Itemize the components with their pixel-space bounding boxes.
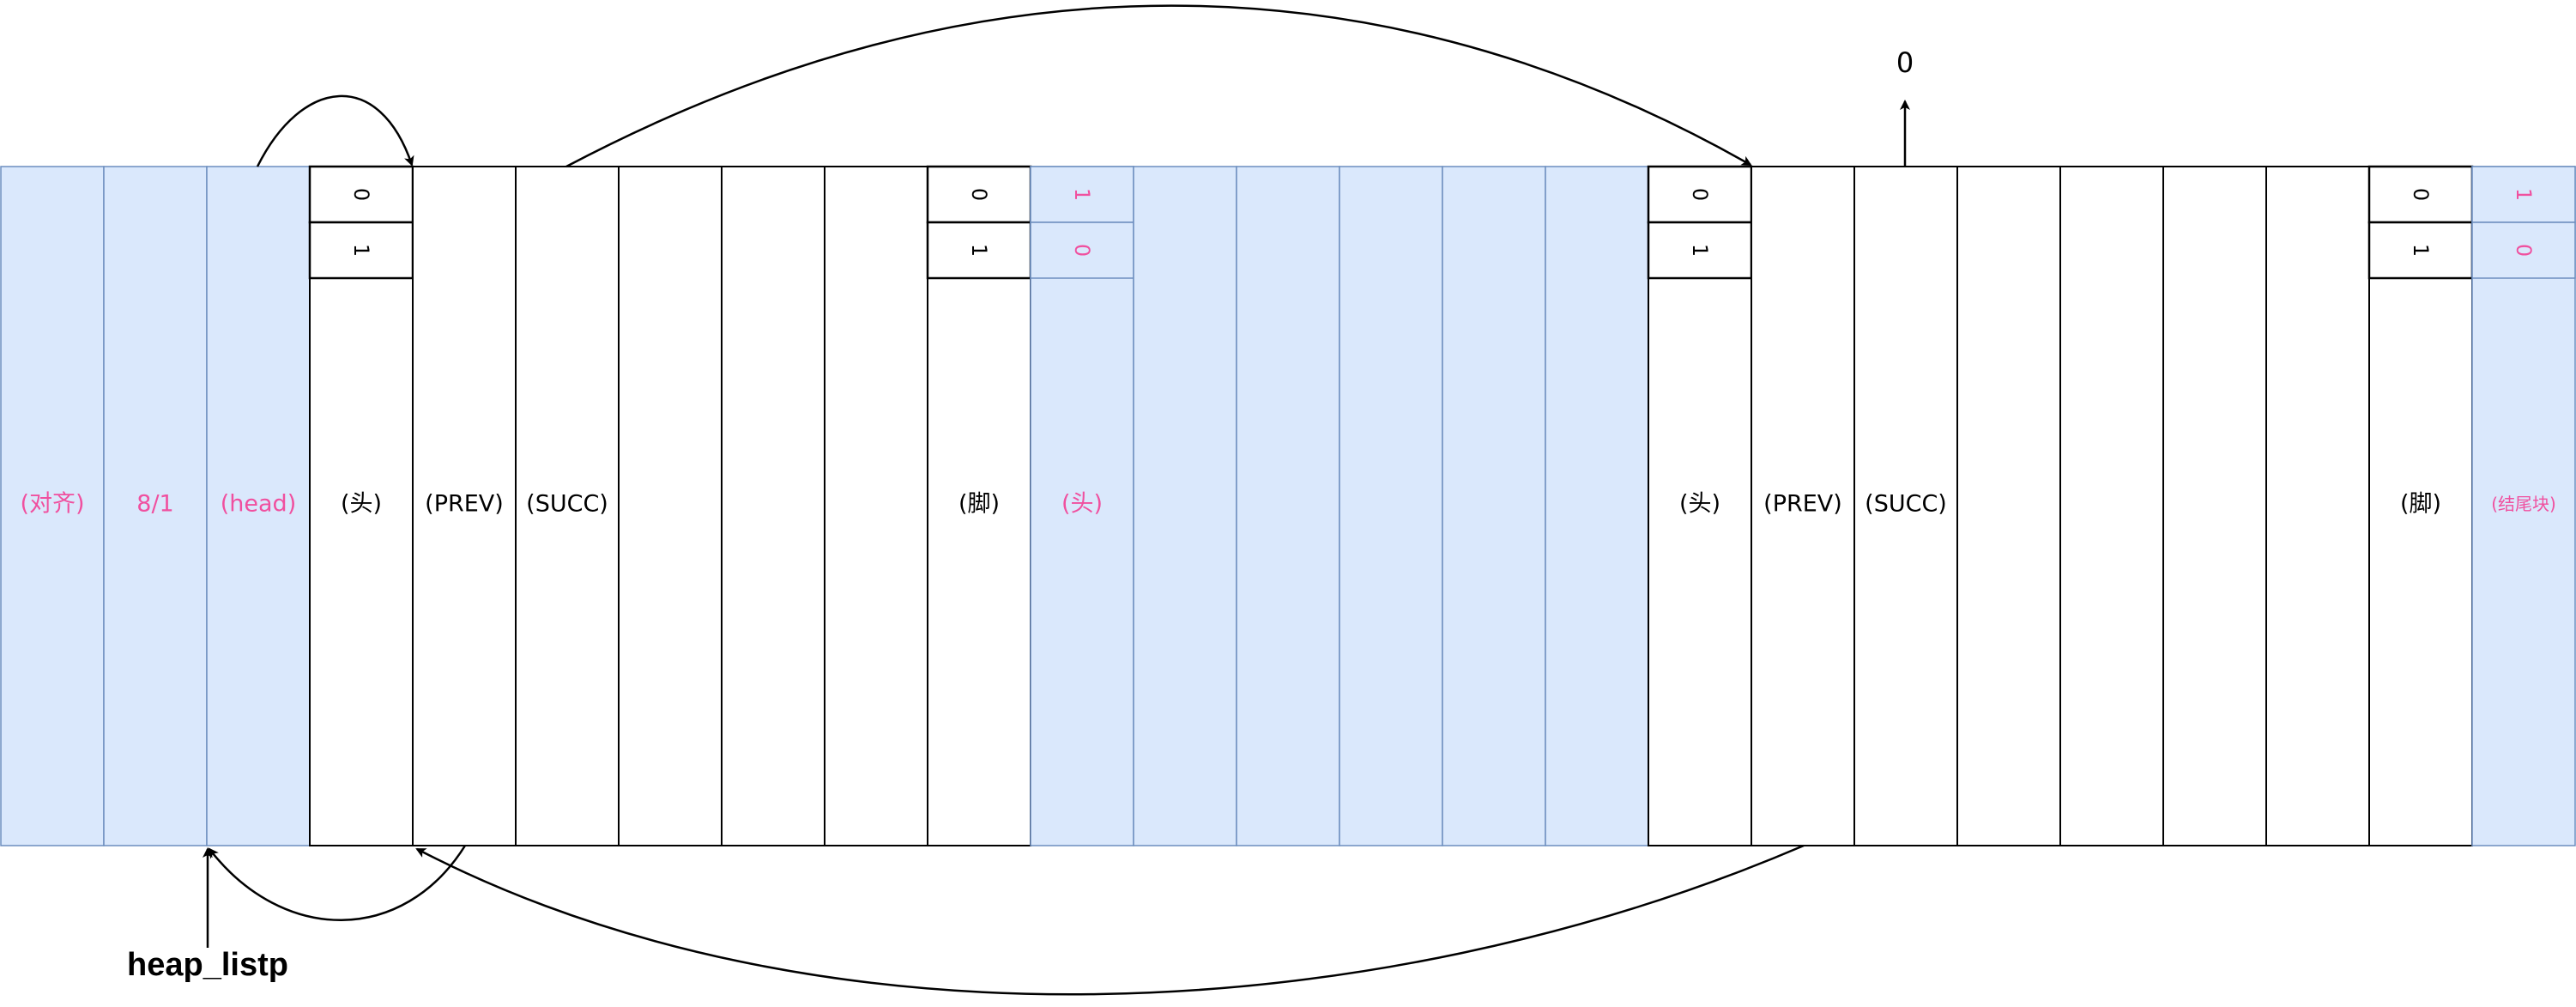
padding-cell [1133, 166, 1237, 846]
cell-label: (脚) [958, 491, 1000, 518]
cell-label: (SUCC) [526, 491, 608, 518]
null-label: 0 [1896, 46, 1914, 79]
padding-cell [1545, 166, 1649, 846]
head-to-first-block-arrow [256, 94, 414, 167]
cell-label: (头) [1679, 491, 1720, 518]
flag-bit: 0 [349, 188, 373, 201]
prev-to-head-arrow [208, 845, 467, 921]
cell-label: (头) [341, 491, 382, 518]
flag-bit: 0 [1688, 188, 1712, 201]
padding-cell [1442, 166, 1546, 846]
padding-cell: 1 0 (结尾块) [2471, 166, 2576, 846]
padding-cell [1339, 166, 1443, 846]
succ-to-second-block-arrow [565, 4, 1752, 168]
flag-bit: 1 [1070, 188, 1094, 201]
heap-listp-label: heap_listp [127, 947, 288, 983]
block-cell: (SUCC) [1853, 166, 1958, 846]
cell-label: (脚) [2400, 491, 2441, 518]
second-prev-to-first-block-arrow [415, 844, 1805, 996]
block-cell [721, 166, 825, 846]
block-cell: (PREV) [412, 166, 517, 846]
cell-label: (对齐) [20, 491, 84, 518]
padding-cell: (对齐) [0, 166, 105, 846]
block-cell: (PREV) [1751, 166, 1855, 846]
flag-bit: 1 [1688, 244, 1712, 257]
cell-label: (结尾块) [2491, 494, 2556, 514]
cell-label: 8/1 [136, 491, 173, 518]
padding-cell: 1 0 (头) [1030, 166, 1134, 846]
block-cell [618, 166, 723, 846]
flag-bit: 0 [967, 188, 991, 201]
block-cell: (SUCC) [515, 166, 620, 846]
block-cell [1956, 166, 2061, 846]
block-cell [2059, 166, 2164, 846]
flag-bit: 0 [2409, 188, 2433, 201]
heap-cells: (对齐) 8/1 (head) 0 1 (头) (PREV) (SUCC) 0 1 (脚) 1 0 (头)… [0, 165, 2576, 846]
cell-label: (PREV) [425, 491, 504, 518]
cell-label: (头) [1061, 491, 1103, 518]
flag-bit: 1 [967, 244, 991, 257]
padding-cell: 8/1 [103, 166, 208, 846]
block-cell: 0 1 (脚) [926, 165, 1032, 846]
block-cell: 0 1 (脚) [2367, 165, 2474, 846]
flag-bit: 1 [2409, 244, 2433, 257]
block-cell: 0 1 (头) [1647, 165, 1753, 846]
padding-cell: (head) [206, 166, 311, 846]
cell-label: (head) [221, 491, 296, 518]
block-cell: 0 1 (头) [308, 165, 414, 846]
block-cell [824, 166, 928, 846]
padding-cell [1236, 166, 1340, 846]
flag-bit: 0 [2512, 244, 2536, 257]
flag-bit: 1 [2512, 188, 2536, 201]
cell-label: (PREV) [1763, 491, 1842, 518]
block-cell [2265, 166, 2370, 846]
block-cell [2162, 166, 2267, 846]
flag-bit: 1 [349, 244, 373, 257]
cell-label: (SUCC) [1865, 491, 1947, 518]
flag-bit: 0 [1070, 244, 1094, 257]
